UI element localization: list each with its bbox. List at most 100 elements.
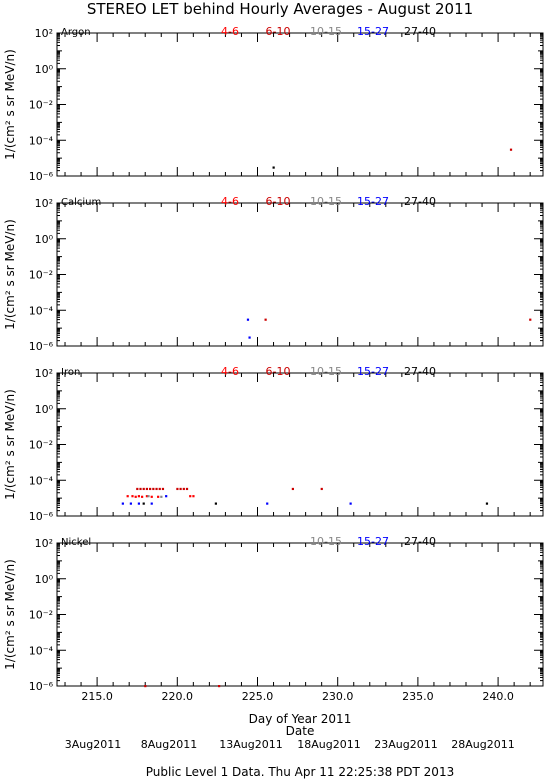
legend-27-40: 27-40 xyxy=(404,195,436,208)
legend-4-6: 4-6 xyxy=(221,365,239,378)
legend-27-40: 27-40 xyxy=(404,365,436,378)
legend-15-27: 15-27 xyxy=(357,535,389,548)
data-point xyxy=(179,487,182,491)
data-point xyxy=(291,487,294,491)
chart-title: STEREO LET behind Hourly Averages - Augu… xyxy=(87,0,473,18)
data-point xyxy=(266,502,269,505)
legend-6-10: 6-10 xyxy=(266,195,291,208)
y-tick-label: 10⁻⁶ xyxy=(29,680,54,693)
y-tick-label: 10² xyxy=(35,367,53,380)
y-tick-label: 10⁰ xyxy=(35,403,54,416)
legend-27-40: 27-40 xyxy=(404,25,436,38)
panel-title: Calcium xyxy=(61,197,101,208)
data-point xyxy=(165,495,168,498)
x-axis-label-date: Date xyxy=(286,724,315,738)
date-label: 3Aug2011 xyxy=(65,738,121,751)
panel-nickel: 10² 10⁰ 10⁻² 10⁻⁴ 10⁻⁶ 1/(cm² s sr MeV/n) Nick… xyxy=(3,535,544,703)
data-point xyxy=(509,148,513,151)
y-axis-label: 1/(cm² s sr MeV/n) xyxy=(3,49,17,160)
data-point xyxy=(147,495,150,498)
data-point xyxy=(145,495,149,498)
data-point xyxy=(136,487,139,491)
y-tick-label: 10⁻² xyxy=(29,439,53,452)
legend-6-10: 6-10 xyxy=(266,25,291,38)
data-point xyxy=(218,685,221,688)
y-axis-label: 1/(cm² s sr MeV/n) xyxy=(3,389,17,500)
panel-calcium: 10² 10⁰ 10⁻² 10⁻⁴ 10⁻⁶ 1/(cm² s sr MeV/n) Calc… xyxy=(3,195,544,353)
plot-frame xyxy=(56,372,544,517)
data-point xyxy=(272,166,275,169)
date-label: 13Aug2011 xyxy=(219,738,282,751)
x-axis-label-doy: Day of Year 2011 xyxy=(249,712,352,726)
data-point xyxy=(129,502,132,505)
date-label: 18Aug2011 xyxy=(297,738,360,751)
x-tick-label: 215.0 xyxy=(81,690,113,703)
y-tick-label: 10⁻² xyxy=(29,269,53,282)
plot-frame xyxy=(56,202,544,347)
legend-10-15: 10-15 xyxy=(310,365,342,378)
y-tick-label: 10² xyxy=(35,197,53,210)
y-tick-label: 10⁻⁶ xyxy=(29,340,54,353)
data-point xyxy=(158,487,161,491)
panel-title: Argon xyxy=(61,27,91,38)
y-axis-label: 1/(cm² s sr MeV/n) xyxy=(3,559,17,670)
legend-10-15: 10-15 xyxy=(310,535,342,548)
y-tick-label: 10⁻⁶ xyxy=(29,510,54,523)
panel-title: Iron xyxy=(61,367,80,378)
data-point xyxy=(185,487,189,491)
y-tick-label: 10⁰ xyxy=(35,233,54,246)
y-tick-label: 10⁻² xyxy=(29,99,53,112)
data-point xyxy=(149,487,152,491)
panel-iron: 10² 10⁰ 10⁻² 10⁻⁴ 10⁻⁶ 1/(cm² s sr MeV/n) Iron… xyxy=(3,365,544,523)
y-tick-label: 10² xyxy=(35,27,53,40)
data-point xyxy=(134,495,137,498)
legend-15-27: 15-27 xyxy=(357,25,389,38)
data-point xyxy=(182,487,185,491)
data-point xyxy=(126,495,129,498)
data-point xyxy=(485,502,489,505)
legend-15-27: 15-27 xyxy=(357,195,389,208)
footer-text: Public Level 1 Data. Thu Apr 11 22:25:38… xyxy=(146,765,454,779)
data-point xyxy=(189,495,192,498)
data-point xyxy=(160,495,163,498)
y-tick-label: 10² xyxy=(35,537,53,550)
data-point xyxy=(144,685,147,688)
panel-title: Nickel xyxy=(61,537,91,548)
data-point xyxy=(161,487,165,491)
y-tick-label: 10⁻⁴ xyxy=(29,304,54,317)
date-labels: 3Aug2011 8Aug2011 13Aug2011 18Aug2011 23Aug2… xyxy=(65,738,515,751)
data-point xyxy=(248,336,251,339)
y-tick-label: 10⁰ xyxy=(35,573,54,586)
legend-10-15: 10-15 xyxy=(310,25,342,38)
plot-frame xyxy=(56,542,544,687)
data-point xyxy=(141,495,144,498)
y-tick-label: 10⁻⁴ xyxy=(29,644,54,657)
data-point xyxy=(529,318,532,321)
data-point xyxy=(150,502,153,505)
plot-frame xyxy=(56,32,544,177)
data-point xyxy=(152,487,155,491)
y-axis-label: 1/(cm² s sr MeV/n) xyxy=(3,219,17,330)
date-label: 8Aug2011 xyxy=(141,738,197,751)
legend-4-6: 4-6 xyxy=(221,195,239,208)
legend-6-10: 6-10 xyxy=(266,365,291,378)
data-point xyxy=(349,502,352,505)
legend-15-27: 15-27 xyxy=(357,365,389,378)
x-tick-label: 230.0 xyxy=(322,690,354,703)
data-point xyxy=(139,487,142,491)
data-point xyxy=(264,318,267,321)
y-tick-label: 10⁻² xyxy=(29,609,53,622)
x-tick-label: 220.0 xyxy=(162,690,194,703)
legend-27-40: 27-40 xyxy=(404,535,436,548)
y-tick-label: 10⁻⁴ xyxy=(29,134,54,147)
legend-10-15: 10-15 xyxy=(310,195,342,208)
data-point xyxy=(131,495,134,498)
data-point xyxy=(145,487,149,491)
panel-argon: 10² 10⁰ 10⁻² 10⁻⁴ 10⁻⁶ 1/(cm² s sr MeV/n) Argo… xyxy=(3,25,544,183)
data-point xyxy=(192,495,195,498)
x-tick-label: 235.0 xyxy=(402,690,434,703)
data-point xyxy=(150,495,153,498)
data-point xyxy=(157,495,160,498)
date-label: 23Aug2011 xyxy=(374,738,437,751)
